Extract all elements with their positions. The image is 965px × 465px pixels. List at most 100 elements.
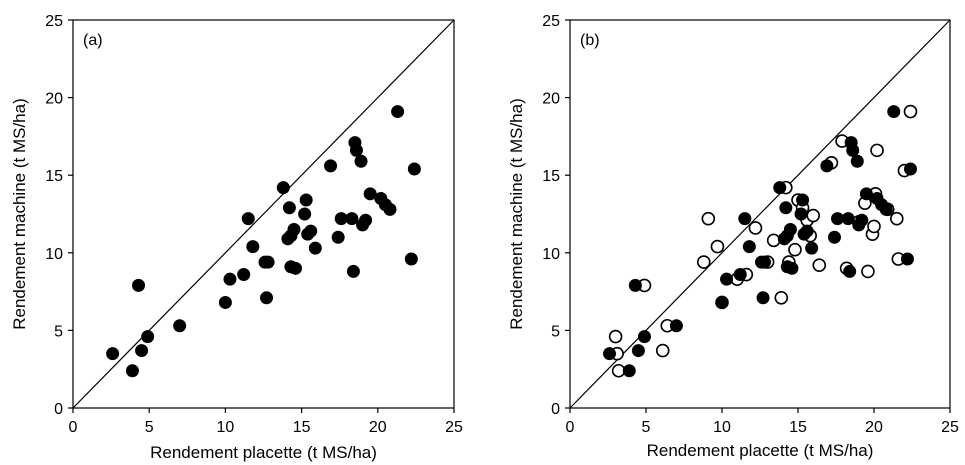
filled-data-point xyxy=(135,344,149,358)
filled-data-point xyxy=(738,212,752,226)
filled-data-point xyxy=(132,278,146,292)
filled-data-point xyxy=(308,241,322,255)
filled-data-point xyxy=(879,202,893,216)
filled-data-point xyxy=(887,105,901,119)
filled-data-point xyxy=(715,295,729,309)
open-data-point xyxy=(861,264,875,279)
open-data-point xyxy=(608,329,623,344)
filled-data-point xyxy=(345,212,359,226)
y-axis-title: Rendement machine (t MS/ha) xyxy=(10,98,29,330)
filled-data-point xyxy=(349,143,363,157)
y-tick-label: 10 xyxy=(542,246,560,263)
x-tick-label: 5 xyxy=(642,419,651,436)
panel-label: (a) xyxy=(83,32,103,49)
filled-data-point xyxy=(850,154,864,168)
filled-data-point xyxy=(324,159,338,173)
open-data-point xyxy=(710,239,725,254)
filled-data-point xyxy=(827,230,841,244)
open-data-point xyxy=(867,219,881,234)
filled-data-point xyxy=(805,241,819,255)
open-data-point xyxy=(889,211,904,226)
filled-data-point xyxy=(742,240,756,254)
open-data-point xyxy=(655,343,670,358)
filled-data-point xyxy=(304,224,318,238)
filled-data-point xyxy=(669,319,683,333)
filled-data-point xyxy=(346,264,360,278)
y-tick-label: 15 xyxy=(542,168,560,185)
x-tick-label: 10 xyxy=(713,419,731,436)
x-tick-label: 25 xyxy=(445,419,463,436)
filled-data-point xyxy=(903,162,917,176)
scatter-panel-b: 0 5 10 15 20 25 0 5 10 15 20 25 (b) Rendement placett… xyxy=(507,13,959,460)
filled-data-point xyxy=(363,187,377,201)
y-tick-label: 15 xyxy=(45,168,63,185)
open-data-point xyxy=(788,242,802,257)
filled-data-point xyxy=(407,162,421,176)
x-tick-label: 0 xyxy=(566,419,575,436)
y-tick-label: 20 xyxy=(45,91,63,108)
filled-data-point xyxy=(282,201,296,215)
y-tick-label: 5 xyxy=(551,323,560,340)
scatter-panel-a: 0 5 10 15 20 25 0 5 10 15 20 25 (a) Rendement placett… xyxy=(10,13,463,462)
filled-data-point xyxy=(773,181,787,195)
plot-frame xyxy=(569,19,951,409)
filled-data-point xyxy=(359,213,373,227)
filled-data-point xyxy=(141,330,155,344)
open-data-point xyxy=(903,104,918,119)
filled-data-point xyxy=(843,264,857,278)
x-tick-label: 0 xyxy=(69,419,78,436)
filled-data-point xyxy=(900,252,914,266)
open-data-point xyxy=(870,143,884,158)
x-tick-label: 10 xyxy=(217,419,235,436)
filled-data-point xyxy=(785,261,799,275)
y-tick-label: 20 xyxy=(542,91,560,108)
x-tick-label: 15 xyxy=(293,419,311,436)
filled-data-point xyxy=(276,181,290,195)
x-tick-label: 15 xyxy=(789,419,807,436)
filled-data-point xyxy=(733,268,747,282)
filled-data-point xyxy=(855,213,869,227)
open-data-point xyxy=(701,211,716,226)
filled-data-point xyxy=(859,187,873,201)
open-data-point xyxy=(696,255,711,269)
y-tick-label: 10 xyxy=(45,246,63,263)
filled-data-point xyxy=(820,159,834,173)
open-data-point xyxy=(748,221,763,235)
filled-data-point xyxy=(404,252,418,266)
y-tick-label: 25 xyxy=(542,13,560,30)
filled-data-point xyxy=(846,143,860,157)
open-data-point xyxy=(812,258,827,273)
y-tick-label: 0 xyxy=(54,401,63,418)
filled-data-point xyxy=(800,224,814,238)
filled-data-point xyxy=(779,201,793,215)
filled-data-point xyxy=(603,347,617,361)
filled-data-point xyxy=(173,319,187,333)
open-data-point xyxy=(766,233,781,248)
filled-data-point xyxy=(628,278,642,292)
filled-data-point xyxy=(260,291,274,305)
y-axis-title: Rendement machine (t MS/ha) xyxy=(507,98,526,330)
filled-data-point xyxy=(125,364,139,378)
filled-data-point xyxy=(298,207,312,221)
filled-data-point xyxy=(758,255,772,269)
x-tick-label: 25 xyxy=(941,419,959,436)
x-tick-label: 20 xyxy=(865,419,883,436)
x-tick-label: 20 xyxy=(369,419,387,436)
filled-data-point xyxy=(106,347,120,361)
filled-data-point xyxy=(261,255,275,269)
filled-data-point xyxy=(841,212,855,226)
one-to-one-line xyxy=(569,19,951,409)
one-to-one-line xyxy=(72,19,455,409)
filled-data-point xyxy=(289,261,303,275)
filled-data-point xyxy=(783,223,797,237)
filled-data-point xyxy=(354,154,368,168)
open-data-point xyxy=(774,291,789,305)
y-tick-label: 25 xyxy=(45,13,63,30)
series-open-circle xyxy=(608,104,918,378)
filled-data-point xyxy=(383,202,397,216)
y-tick-label: 5 xyxy=(54,323,63,340)
filled-data-point xyxy=(218,295,232,309)
filled-data-point xyxy=(299,193,313,207)
y-tick-label: 0 xyxy=(551,401,560,418)
